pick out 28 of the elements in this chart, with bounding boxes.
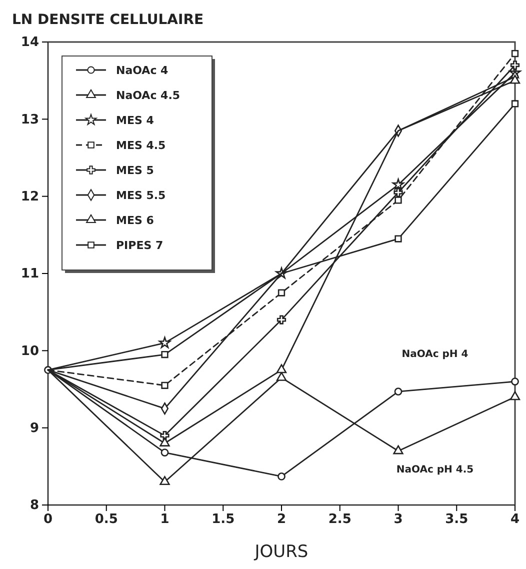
y-tick-label: 11 xyxy=(20,266,39,282)
annotation: NaOAc pH 4 xyxy=(402,348,468,360)
legend-label: MES 5.5 xyxy=(116,189,166,202)
y-axis-title: LN DENSITE CELLULAIRE xyxy=(12,12,204,28)
annotation: NaOAc pH 4.5 xyxy=(396,464,474,476)
y-tick-label: 9 xyxy=(30,420,39,436)
x-tick-label: 1 xyxy=(160,512,170,528)
x-tick-label: 0.5 xyxy=(94,512,118,528)
x-tick-label: 3.5 xyxy=(445,512,468,528)
legend-label: PIPES 7 xyxy=(116,239,164,252)
x-tick-label: 1.5 xyxy=(212,512,235,528)
x-axis-title: JOURS xyxy=(254,542,308,562)
y-tick-label: 13 xyxy=(20,112,39,128)
y-tick-label: 14 xyxy=(20,35,39,50)
legend-label: NaOAc 4 xyxy=(116,64,169,77)
x-tick-label: 4 xyxy=(510,512,520,528)
legend-label: MES 6 xyxy=(116,214,154,227)
x-tick-label: 0 xyxy=(43,512,53,528)
y-tick-label: 12 xyxy=(20,189,39,204)
x-tick-label: 2.5 xyxy=(328,512,352,528)
legend-label: MES 5 xyxy=(116,164,154,177)
legend-label: NaOAc 4.5 xyxy=(116,89,180,102)
legend-label: MES 4 xyxy=(116,114,154,127)
y-tick-label: 8 xyxy=(30,498,39,514)
x-tick-label: 2 xyxy=(276,512,286,528)
x-tick-label: 3 xyxy=(394,512,403,528)
legend-label: MES 4.5 xyxy=(116,139,166,152)
y-tick-label: 10 xyxy=(20,344,39,359)
